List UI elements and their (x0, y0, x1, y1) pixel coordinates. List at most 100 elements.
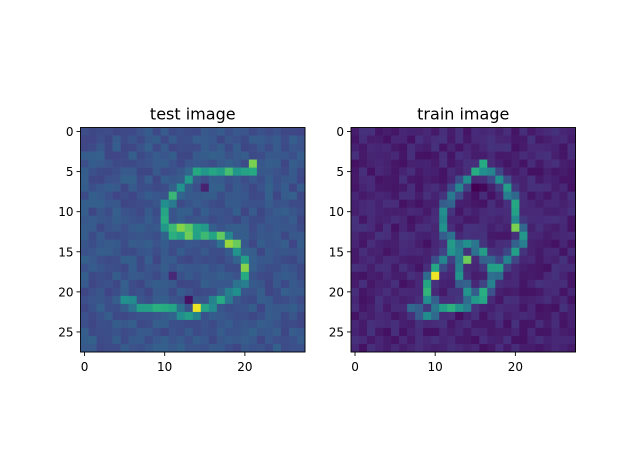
heatmap-cell (423, 311, 432, 321)
heatmap-cell (519, 263, 528, 273)
heatmap-cell (559, 151, 568, 160)
heatmap-cell (248, 255, 258, 265)
heatmap-cell (160, 215, 170, 225)
heatmap-cell (264, 175, 274, 184)
heatmap-cell (543, 343, 552, 353)
heatmap-cell (535, 247, 544, 257)
heatmap-cell (567, 247, 576, 257)
heatmap-cell (479, 239, 488, 249)
heatmap-cell (367, 343, 376, 353)
heatmap-cell (232, 159, 242, 168)
y-tick-label: 5 (336, 165, 344, 179)
heatmap-cell (208, 151, 218, 160)
heatmap-cell (144, 231, 154, 241)
heatmap-cell (415, 335, 424, 345)
heatmap-cell (232, 247, 242, 257)
heatmap-cell (479, 343, 488, 353)
heatmap-cell (359, 151, 368, 160)
heatmap-cell (391, 215, 400, 225)
heatmap-cell (224, 335, 234, 345)
heatmap-cell (192, 135, 202, 144)
heatmap-cell (232, 231, 242, 241)
heatmap-cell (240, 319, 250, 329)
heatmap-cell (359, 175, 368, 184)
heatmap-cell (168, 343, 178, 353)
heatmap-cell (136, 263, 145, 273)
heatmap-cell (136, 167, 145, 176)
heatmap-cell (128, 231, 137, 241)
heatmap-cell (527, 271, 536, 281)
heatmap-cell (567, 303, 576, 313)
heatmap-cell (359, 199, 368, 209)
heatmap-cell (463, 335, 472, 345)
heatmap-cell (296, 255, 306, 265)
heatmap-cell (559, 159, 568, 168)
heatmap-cell (128, 239, 137, 249)
heatmap-cell (527, 199, 536, 209)
heatmap-cell (152, 127, 162, 136)
heatmap-cell (487, 207, 496, 217)
heatmap-cell (192, 239, 202, 249)
heatmap-cell (136, 279, 145, 289)
heatmap-cell (200, 183, 210, 192)
heatmap-cell (495, 287, 504, 297)
heatmap-cell (543, 327, 552, 337)
heatmap-cell (463, 231, 472, 241)
heatmap-cell (176, 191, 186, 201)
heatmap-cell (112, 247, 121, 257)
heatmap-cell (511, 279, 520, 289)
heatmap-cell (272, 191, 282, 201)
heatmap-cell (551, 127, 560, 136)
heatmap-cell (280, 255, 290, 265)
heatmap-cell (152, 151, 162, 160)
heatmap-cell (144, 223, 154, 233)
heatmap-cell (272, 319, 282, 329)
heatmap-cell (543, 335, 552, 345)
heatmap-cell (168, 279, 178, 289)
heatmap-cell (447, 295, 456, 305)
heatmap-cell (184, 247, 194, 257)
heatmap-cell (192, 175, 202, 184)
heatmap-cell (136, 183, 145, 192)
heatmap-cell (288, 271, 298, 281)
heatmap-cell (264, 191, 274, 201)
heatmap-cell (519, 167, 528, 176)
heatmap-cell (415, 295, 424, 305)
heatmap-cell (351, 295, 360, 305)
heatmap-cell (391, 191, 400, 201)
heatmap-cell (80, 199, 89, 209)
heatmap-cell (240, 327, 250, 337)
heatmap-cell (112, 295, 121, 305)
heatmap-cell (383, 311, 392, 321)
heatmap-cell (535, 183, 544, 192)
heatmap-cell (216, 295, 226, 305)
heatmap-cell (527, 127, 536, 136)
heatmap-cell (447, 343, 456, 353)
heatmap-cell (527, 207, 536, 217)
heatmap-cell (272, 311, 282, 321)
heatmap-cell (383, 183, 392, 192)
heatmap-cell (248, 151, 258, 160)
heatmap-cell (423, 199, 432, 209)
heatmap-cell (439, 207, 448, 217)
heatmap-cell (519, 335, 528, 345)
heatmap-cell (535, 191, 544, 201)
heatmap-cell (423, 255, 432, 265)
heatmap-cell (256, 231, 266, 241)
heatmap-cell (296, 167, 306, 176)
heatmap-cell (479, 319, 488, 329)
heatmap-cell (232, 295, 242, 305)
y-tick-label: 10 (329, 205, 344, 219)
heatmap-cell (503, 135, 512, 144)
heatmap-cell (136, 151, 145, 160)
heatmap-cell (80, 271, 89, 281)
heatmap-cell (200, 207, 210, 217)
heatmap-cell (96, 183, 105, 192)
heatmap-cell (152, 239, 162, 249)
heatmap-cell (144, 335, 154, 345)
heatmap-cell (383, 287, 392, 297)
heatmap-cell (535, 231, 544, 241)
heatmap-cell (359, 135, 368, 144)
heatmap-cell (423, 175, 432, 184)
heatmap-cell (471, 175, 480, 184)
